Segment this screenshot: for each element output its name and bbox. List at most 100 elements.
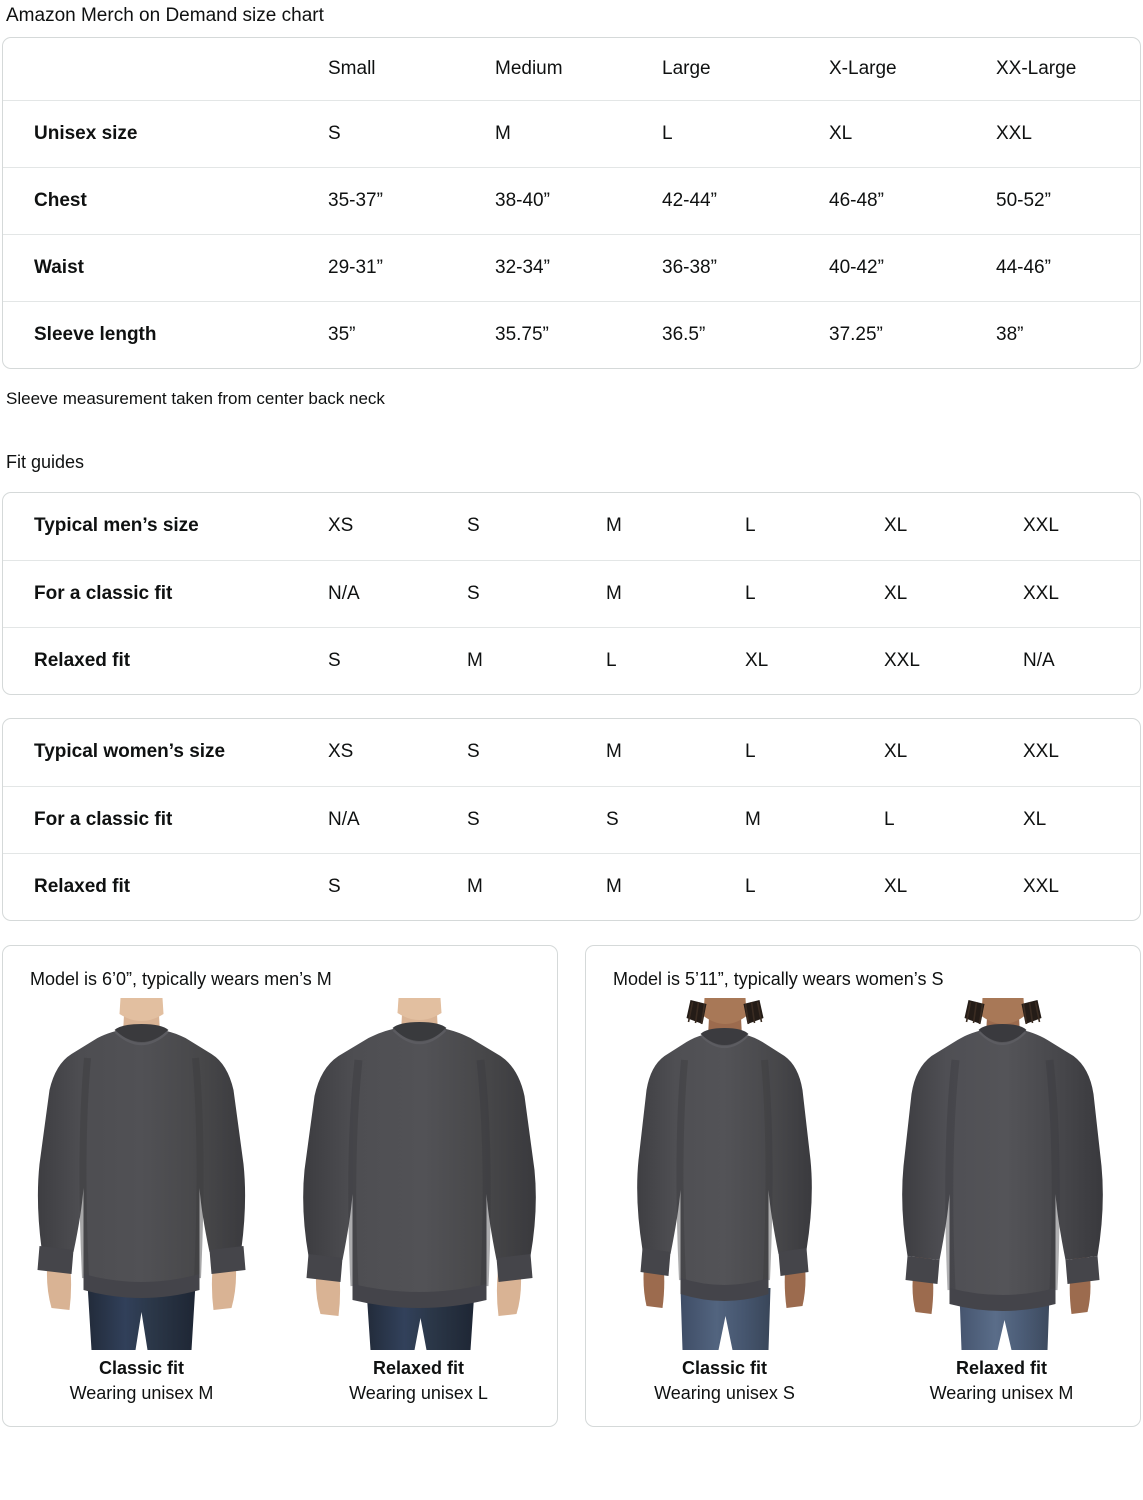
cell: 35.75” bbox=[495, 300, 662, 368]
womens-model-card-title: Model is 5’11”, typically wears women’s … bbox=[613, 969, 944, 989]
cell: 38” bbox=[996, 300, 1140, 368]
cell: L bbox=[745, 741, 756, 763]
wearing-size: Wearing unisex M bbox=[69, 1383, 214, 1403]
female-shade-left bbox=[676, 1059, 688, 1281]
female-model-relaxed-illustration bbox=[902, 998, 1103, 1350]
cell: 38-40” bbox=[495, 166, 662, 234]
cell: L bbox=[745, 559, 884, 627]
male-cuff-right bbox=[209, 1246, 246, 1274]
male-hem-band bbox=[352, 1284, 487, 1308]
male-model-classic-illustration bbox=[37, 998, 246, 1350]
cell: XS bbox=[328, 515, 354, 537]
female-chin bbox=[703, 998, 747, 1024]
cell: XXL bbox=[1023, 559, 1140, 627]
womens-classic-fit-photo bbox=[586, 998, 863, 1350]
mens-model-card: Model is 6’0”, typically wears men’s M bbox=[2, 945, 558, 1427]
row-label-mens-relaxed-fit: Relaxed fit bbox=[3, 626, 328, 694]
column-header-blank bbox=[3, 38, 328, 100]
mens-fit-guide-card: Typical men’s size XS S M L XL XXL For a… bbox=[2, 492, 1141, 695]
womens-fit-guide-table: Typical women’s size XS S M L XL XXL For… bbox=[3, 719, 1140, 920]
male-chin bbox=[119, 998, 164, 1021]
female-cuff-left bbox=[905, 1256, 940, 1284]
cell: M bbox=[606, 559, 745, 627]
cell: 29-31” bbox=[328, 233, 495, 301]
cell: S bbox=[467, 515, 480, 537]
mens-figure-captions: Classic fit Wearing unisex M Relaxed fit… bbox=[3, 1350, 557, 1426]
womens-relaxed-fit-photo bbox=[863, 998, 1140, 1350]
female-shade-left bbox=[945, 1059, 960, 1291]
cell: XXL bbox=[1023, 741, 1059, 763]
cell: 37.25” bbox=[829, 300, 996, 368]
cell: M bbox=[467, 626, 606, 694]
female-sweatshirt-classic bbox=[637, 1032, 812, 1294]
womens-model-figures bbox=[586, 998, 1140, 1350]
table-row: Unisex size S M L XL XXL bbox=[3, 99, 1140, 167]
male-model-relaxed-illustration bbox=[303, 998, 536, 1350]
mens-classic-fit-photo bbox=[3, 998, 280, 1350]
cell: N/A bbox=[1023, 626, 1140, 694]
male-collar-stitch bbox=[392, 1029, 447, 1045]
table-row: Relaxed fit S M L XL XXL N/A bbox=[3, 626, 1140, 694]
cell: XL bbox=[829, 99, 996, 167]
sleeve-measurement-note: Sleeve measurement taken from center bac… bbox=[6, 389, 385, 408]
female-cuff-right bbox=[778, 1248, 809, 1276]
wearing-size: Wearing unisex L bbox=[349, 1383, 488, 1403]
male-cuff-right bbox=[496, 1254, 533, 1282]
row-label-unisex-size: Unisex size bbox=[3, 99, 328, 167]
row-label-sleeve-length: Sleeve length bbox=[3, 300, 328, 368]
table-row: Typical women’s size XS S M L XL XXL bbox=[3, 719, 1140, 786]
cell: XL bbox=[1023, 785, 1140, 853]
fit-name: Relaxed fit bbox=[955, 1358, 1048, 1378]
column-header-xx-large: XX-Large bbox=[996, 57, 1077, 79]
cell: XL bbox=[884, 559, 1023, 627]
male-chin bbox=[397, 998, 442, 1020]
cell: L bbox=[745, 515, 756, 537]
male-hem-band bbox=[83, 1274, 200, 1298]
male-shade-left bbox=[348, 1059, 363, 1287]
table-row: Relaxed fit S M M L XL XXL bbox=[3, 852, 1140, 920]
cell: S bbox=[467, 785, 606, 853]
row-label-mens-classic-fit: For a classic fit bbox=[3, 559, 328, 627]
female-braid-strands-left bbox=[687, 1001, 706, 1025]
male-jeans bbox=[87, 1284, 196, 1350]
cell: 40-42” bbox=[829, 233, 996, 301]
row-label-typical-mens-size: Typical men’s size bbox=[34, 515, 199, 537]
row-label-typical-womens-size: Typical women’s size bbox=[34, 741, 226, 763]
male-cuff-left bbox=[37, 1246, 74, 1274]
cell: 42-44” bbox=[662, 166, 829, 234]
female-collar-stitch bbox=[700, 1035, 749, 1049]
cell: L bbox=[884, 785, 1023, 853]
male-collar bbox=[392, 1022, 447, 1041]
cell: XXL bbox=[1023, 852, 1140, 920]
cell: 35-37” bbox=[328, 166, 495, 234]
table-row: Chest 35-37” 38-40” 42-44” 46-48” 50-52” bbox=[3, 166, 1140, 234]
female-hem-band bbox=[680, 1278, 769, 1301]
table-row: For a classic fit N/A S S M L XL bbox=[3, 785, 1140, 853]
column-header-medium: Medium bbox=[495, 57, 563, 79]
fit-name: Classic fit bbox=[681, 1358, 768, 1378]
cell: 50-52” bbox=[996, 166, 1140, 234]
cell: L bbox=[606, 626, 745, 694]
female-cuff-left bbox=[640, 1248, 671, 1276]
row-label-womens-relaxed-fit: Relaxed fit bbox=[3, 852, 328, 920]
column-header-small: Small bbox=[328, 57, 376, 79]
table-row: Typical men’s size XS S M L XL XXL bbox=[3, 493, 1140, 560]
table-row: Sleeve length 35” 35.75” 36.5” 37.25” 38… bbox=[3, 300, 1140, 368]
cell: 36-38” bbox=[662, 233, 829, 301]
caption-block: Relaxed fit Wearing unisex M bbox=[863, 1356, 1140, 1406]
table-row: Waist 29-31” 32-34” 36-38” 40-42” 44-46” bbox=[3, 233, 1140, 301]
female-shade-right bbox=[1045, 1059, 1060, 1291]
female-cuff-right bbox=[1065, 1256, 1100, 1284]
male-shade-left bbox=[79, 1057, 91, 1279]
female-sweatshirt-relaxed bbox=[902, 1028, 1103, 1306]
cell: XXL bbox=[996, 99, 1140, 167]
female-hem-band bbox=[949, 1288, 1056, 1311]
wearing-size: Wearing unisex M bbox=[929, 1383, 1074, 1403]
cell: XL bbox=[745, 626, 884, 694]
male-shade-right bbox=[192, 1057, 204, 1279]
female-braid-strands-right bbox=[744, 1001, 763, 1025]
cell: S bbox=[467, 559, 606, 627]
unisex-size-table: Small Medium Large X-Large XX-Large Unis… bbox=[3, 38, 1140, 368]
column-header-x-large: X-Large bbox=[829, 57, 897, 79]
cell: S bbox=[328, 99, 495, 167]
